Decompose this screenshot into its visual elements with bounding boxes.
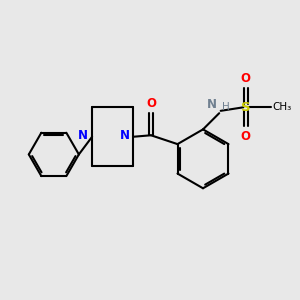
Text: O: O xyxy=(241,130,251,143)
Text: O: O xyxy=(146,97,156,110)
Text: CH₃: CH₃ xyxy=(272,102,291,112)
Text: N: N xyxy=(78,129,88,142)
Text: N: N xyxy=(207,98,217,111)
Text: H: H xyxy=(221,102,229,112)
Text: N: N xyxy=(119,129,130,142)
Text: S: S xyxy=(241,101,250,114)
Text: O: O xyxy=(241,72,251,85)
